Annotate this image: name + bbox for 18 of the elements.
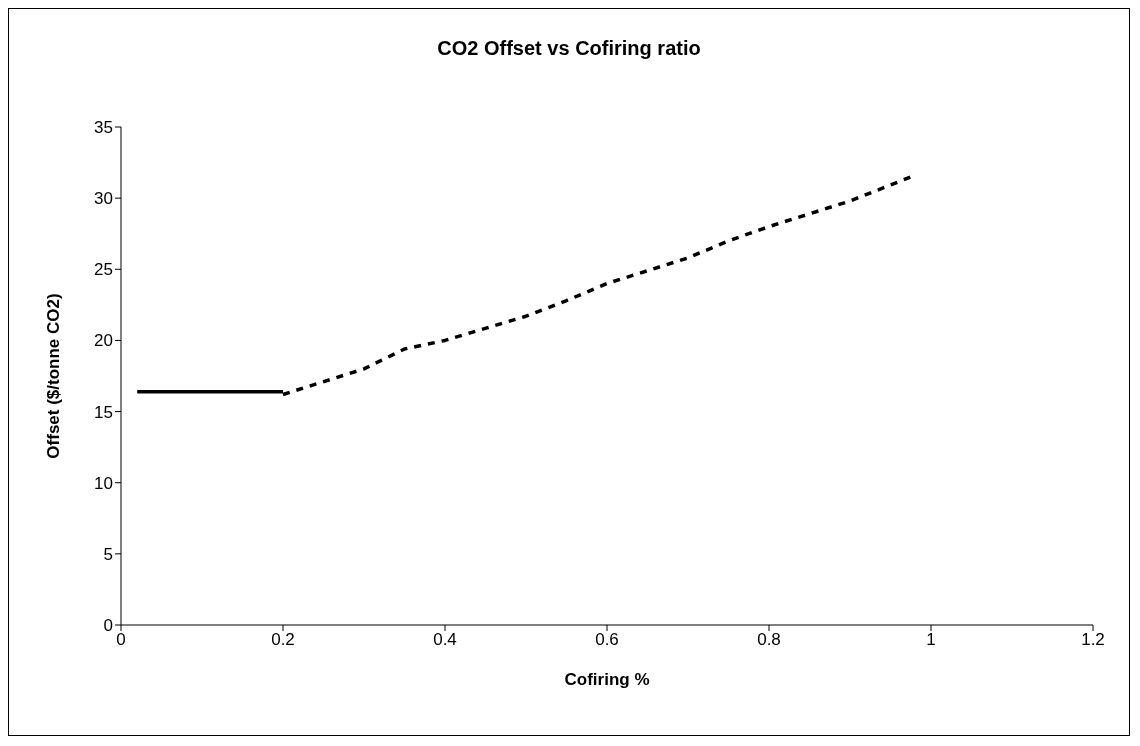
x-tick-label: 1.2 (1081, 630, 1105, 650)
x-tick-label: 0.4 (433, 630, 457, 650)
y-tick-label: 0 (103, 616, 113, 636)
y-tick-label: 10 (94, 473, 113, 493)
y-axis-title: Offset ($/tonne CO2) (44, 293, 64, 459)
x-tick-label: 1 (926, 630, 936, 650)
y-tick-label: 25 (94, 260, 113, 280)
x-tick-label: 0.2 (271, 630, 295, 650)
y-tick-label: 20 (94, 331, 113, 351)
x-axis-title: Cofiring % (564, 670, 650, 689)
y-tick-label: 35 (94, 118, 113, 138)
y-tick-label: 15 (94, 402, 113, 422)
x-tick-label: 0.8 (757, 630, 781, 650)
y-tick-label: 5 (103, 544, 113, 564)
x-tick-label: 0.6 (595, 630, 619, 650)
chart-title: CO2 Offset vs Cofiring ratio (436, 37, 702, 60)
x-tick-label: 0 (116, 630, 126, 650)
y-tick-label: 30 (94, 189, 113, 209)
